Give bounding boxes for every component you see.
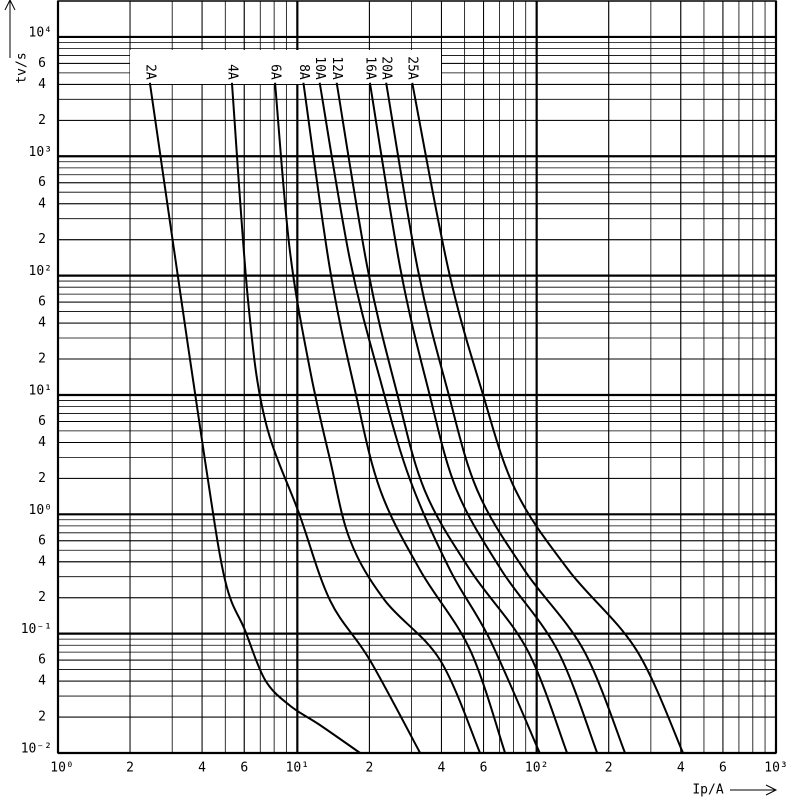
y-tick-label: 2 (38, 232, 46, 247)
x-tick-label: 4 (438, 761, 446, 776)
curve-label: 10A (312, 56, 327, 80)
labels: 10⁰ 2 4 6 10¹ 2 4 6 10² 2 4 6 10³ 10⁻² 2 4 6 10⁻¹ 2 4 6 10⁰ 2 4… (21, 25, 788, 775)
curve-label: 12A (329, 56, 344, 80)
x-tick-label: 10³ (764, 761, 787, 776)
curve (274, 82, 481, 754)
curve (148, 82, 361, 754)
x-tick-label: 10² (525, 761, 548, 776)
x-tick-label: 2 (126, 761, 134, 776)
y-tick-label: 4 (38, 316, 46, 331)
curve (368, 82, 599, 754)
curve-label: 2A (142, 64, 157, 80)
curve (318, 82, 541, 754)
x-tick-label: 6 (719, 761, 727, 776)
curve-label: 8A (296, 64, 311, 80)
y-tick-label: 10³ (29, 145, 52, 160)
curve-label: 4A (224, 64, 239, 80)
y-tick-label: 10⁻¹ (21, 622, 52, 637)
curve-label: 20A (379, 56, 394, 80)
x-tick-label: 2 (605, 761, 613, 776)
y-tick-label: 10⁰ (29, 503, 52, 518)
plot-frame (57, 0, 777, 754)
x-tick-label: 6 (240, 761, 248, 776)
y-tick-label: 10² (29, 264, 52, 279)
x-tick-label: 6 (480, 761, 488, 776)
y-tick-label: 6 (38, 414, 46, 429)
y-tick-label: 6 (38, 56, 46, 71)
x-tick-label: 10⁰ (50, 761, 73, 776)
y-tick-label: 6 (38, 533, 46, 548)
y-tick-label: 10¹ (29, 383, 52, 398)
curve (411, 82, 684, 754)
curve (230, 82, 422, 754)
y-tick-label: 2 (38, 710, 46, 725)
y-tick-label: 6 (38, 295, 46, 310)
curves (148, 82, 684, 754)
curve (385, 82, 626, 754)
curve (335, 82, 569, 754)
x-tick-label: 10¹ (286, 761, 309, 776)
y-tick-label: 10⁴ (29, 25, 52, 40)
y-tick-label: 2 (38, 471, 46, 486)
x-arrow-head (765, 784, 778, 796)
y-tick-label: 2 (38, 352, 46, 367)
y-tick-label: 4 (38, 554, 46, 569)
curve-label: 6A (268, 64, 283, 80)
x-tick-label: 2 (365, 761, 373, 776)
y-tick-label: 6 (38, 653, 46, 668)
y-tick-label: 4 (38, 77, 46, 92)
x-axis-label: Ip/A (692, 783, 723, 798)
curve-label: 25A (405, 56, 420, 80)
curve-label: 16A (362, 56, 377, 80)
y-arrow-head (4, 0, 16, 11)
y-tick-label: 6 (38, 175, 46, 190)
y-tick-label: 4 (38, 196, 46, 211)
y-axis-label: tv/s (15, 52, 30, 83)
y-tick-label: 4 (38, 435, 46, 450)
x-tick-label: 4 (677, 761, 685, 776)
curve (302, 82, 507, 754)
y-tick-label: 10⁻² (21, 742, 52, 757)
label-box (130, 50, 441, 84)
y-tick-label: 2 (38, 113, 46, 128)
y-tick-label: 4 (38, 674, 46, 689)
y-tick-label: 2 (38, 590, 46, 605)
x-tick-label: 4 (198, 761, 206, 776)
